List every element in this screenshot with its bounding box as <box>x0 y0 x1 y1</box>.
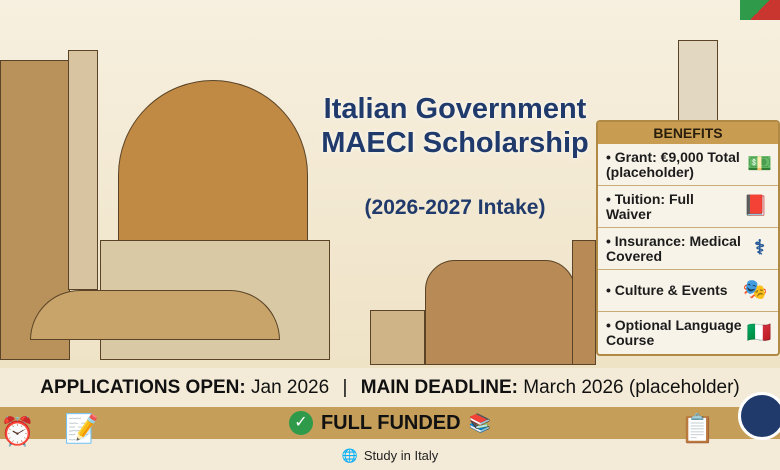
money-icon: 💵 <box>747 153 772 175</box>
check-icon: ✓ <box>288 411 313 435</box>
open-value: Jan 2026 <box>251 377 330 398</box>
building-mid <box>370 310 425 365</box>
page-title: Italian Government MAECI Scholarship <box>321 93 589 159</box>
globe-logo-icon: 🌐 <box>341 447 358 463</box>
funded-band: ✓ FULL FUNDED 📚 <box>0 407 780 439</box>
funded-label: FULL FUNDED <box>320 411 461 434</box>
books-icon: 📚 <box>468 412 492 433</box>
alarm-clock-icon: ⏰ <box>0 416 35 447</box>
caduceus-icon: ⚕ <box>754 237 766 259</box>
benefit-label: • Insurance: Medical Covered <box>606 232 741 264</box>
benefits-panel: BENEFITS • Grant: €9,000 Total (placehol… <box>596 120 780 356</box>
deadline-value: March 2026 (placeholder) <box>523 377 740 398</box>
benefit-label: • Culture & Events <box>606 282 728 298</box>
benefit-label: • Grant: €9,000 Total (placeholder) <box>606 148 740 180</box>
carnival-mask-icon: 🎭 <box>742 279 768 301</box>
flags-swap-icon: 🇮🇹 <box>746 321 772 344</box>
bell-tower <box>68 50 98 290</box>
deadline-label: MAIN DEADLINE: <box>360 377 518 398</box>
colosseum <box>425 260 575 365</box>
flag-corner-icon <box>740 0 780 20</box>
benefit-item: • Insurance: Medical Covered ⚕ <box>598 228 778 270</box>
benefit-label: • Tuition: Full Waiver <box>606 190 694 222</box>
dates-line: APPLICATIONS OPEN: Jan 2026 | MAIN DEADL… <box>0 370 780 406</box>
footer-brand: Study in Italy <box>363 448 439 463</box>
benefit-item: • Tuition: Full Waiver 📕 <box>598 186 778 228</box>
notepad-pencil-icon: 📝 <box>64 413 99 444</box>
page-subtitle: (2026-2027 Intake) <box>364 196 546 219</box>
ponte-vecchio <box>30 290 280 340</box>
footer: 🌐 Study in Italy <box>0 441 780 470</box>
duomo-dome <box>118 80 308 260</box>
benefits-heading: BENEFITS <box>598 122 778 144</box>
benefit-item: • Culture & Events 🎭 <box>598 270 778 312</box>
benefit-item: • Grant: €9,000 Total (placeholder) 💵 <box>598 144 778 186</box>
benefit-item: • Optional Language Course 🇮🇹 <box>598 312 778 354</box>
book-crossed-icon: 📕 <box>743 195 768 217</box>
separator: | <box>342 377 348 398</box>
checklist-icon: 📋 <box>680 413 715 444</box>
scholarship-seal-icon <box>738 392 780 440</box>
leaning-tower <box>678 40 718 130</box>
benefit-label: • Optional Language Course <box>606 317 742 348</box>
open-label: APPLICATIONS OPEN: <box>40 377 246 398</box>
campanile <box>572 240 596 365</box>
